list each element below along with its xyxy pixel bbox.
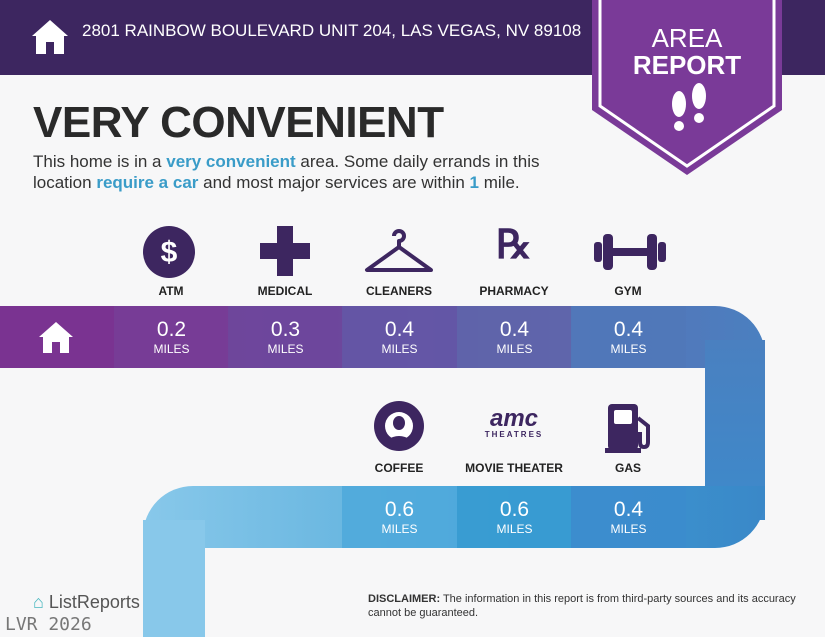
distance-cell: 0.6 MILES bbox=[457, 486, 572, 548]
distance-cell: 0.4 MILES bbox=[571, 306, 686, 368]
badge-line1: AREA bbox=[651, 23, 723, 53]
highlight: very convenient bbox=[166, 152, 296, 171]
amc-logo-text: amc bbox=[489, 405, 539, 432]
distance-unit: MILES bbox=[267, 342, 304, 356]
poi-label: ATM bbox=[158, 284, 184, 298]
poi-label: MOVIE THEATER bbox=[465, 461, 563, 475]
area-report-badge bbox=[592, 0, 782, 175]
poi-label: MEDICAL bbox=[257, 284, 313, 298]
distance-value: 0.2 bbox=[156, 318, 187, 341]
route-tail bbox=[143, 520, 205, 637]
distance-cell: 0.3 MILES bbox=[228, 306, 343, 368]
distance-cell: 0.6 MILES bbox=[342, 486, 457, 548]
starbucks-logo bbox=[374, 401, 424, 451]
distance-cell: 0.4 MILES bbox=[342, 306, 457, 368]
watermark: LVR 2026 bbox=[5, 614, 92, 635]
disclaimer-label: DISCLAIMER: bbox=[368, 593, 441, 605]
distance-unit: MILES bbox=[496, 522, 533, 536]
distance-unit: MILES bbox=[381, 522, 418, 536]
highlight: require a car bbox=[96, 173, 199, 192]
poi-label: PHARMACY bbox=[479, 284, 549, 298]
rx-icon: ℞ bbox=[496, 223, 532, 267]
text: and most major services are within bbox=[198, 173, 470, 192]
poi-label: CLEANERS bbox=[365, 284, 432, 298]
distance-cell: 0.2 MILES bbox=[114, 306, 229, 368]
headline: VERY CONVENIENT bbox=[33, 98, 444, 147]
distance-value: 0.3 bbox=[270, 318, 301, 341]
distance-cell: 0.4 MILES bbox=[457, 306, 572, 368]
disclaimer-text: The information in this report is from t… bbox=[368, 593, 796, 619]
distance-cell: 0.4 MILES bbox=[571, 486, 686, 548]
distance-value: 0.4 bbox=[499, 318, 530, 341]
highlight: 1 bbox=[469, 173, 480, 192]
poi-label: GAS bbox=[614, 461, 641, 475]
amc-logo-sub: THEATRES bbox=[484, 430, 544, 439]
svg-text:$: $ bbox=[161, 236, 178, 269]
home-icon bbox=[39, 322, 73, 353]
disclaimer: DISCLAIMER: The information in this repo… bbox=[368, 592, 808, 620]
distance-value: 0.4 bbox=[613, 498, 644, 521]
gas-pump-icon bbox=[605, 404, 650, 453]
text: mile. bbox=[479, 173, 520, 192]
hanger-icon bbox=[365, 229, 433, 272]
amc-logo: amc THEATRES bbox=[457, 405, 571, 440]
distance-unit: MILES bbox=[610, 522, 647, 536]
address: 2801 RAINBOW BOULEVARD UNIT 204, LAS VEG… bbox=[82, 21, 582, 40]
distance-unit: MILES bbox=[610, 342, 647, 356]
distance-value: 0.6 bbox=[499, 498, 530, 521]
brand-name: ListReports bbox=[48, 592, 140, 612]
home-icon bbox=[32, 20, 68, 54]
dollar-icon: $ bbox=[143, 226, 195, 278]
poi-label: COFFEE bbox=[374, 461, 424, 475]
medical-cross-icon bbox=[260, 226, 310, 276]
distance-unit: MILES bbox=[496, 342, 533, 356]
distance-value: 0.4 bbox=[384, 318, 415, 341]
distance-value: 0.6 bbox=[384, 498, 415, 521]
distance-unit: MILES bbox=[153, 342, 190, 356]
description: This home is in a very convenient area. … bbox=[33, 151, 593, 193]
dumbbell-icon bbox=[594, 234, 666, 270]
poi-label: GYM bbox=[614, 284, 642, 298]
badge-line2: REPORT bbox=[632, 50, 742, 80]
listreports-logo: ⌂ ListReports bbox=[33, 592, 140, 612]
text: This home is in a bbox=[33, 152, 167, 171]
distance-unit: MILES bbox=[381, 342, 418, 356]
distance-value: 0.4 bbox=[613, 318, 644, 341]
text: area. Some daily errands in this locatio… bbox=[33, 152, 540, 192]
